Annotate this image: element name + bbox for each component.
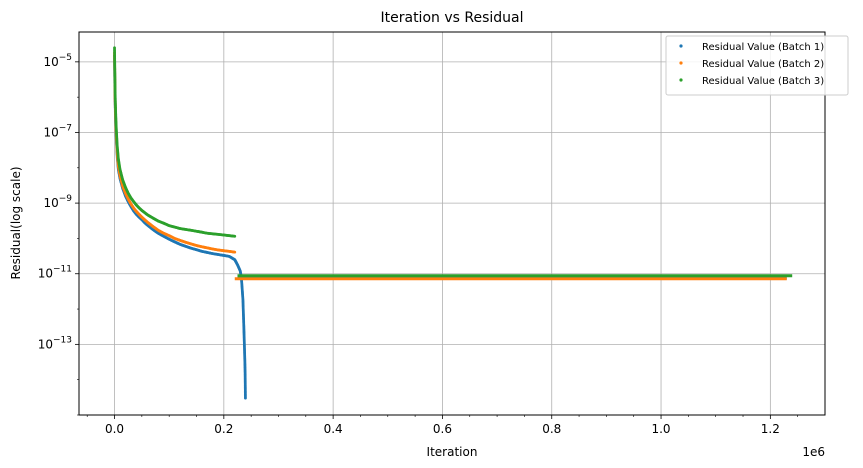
legend-label: Residual Value (Batch 2) [702, 59, 824, 70]
x-tick-label: 0.0 [105, 422, 124, 436]
plot-frame [78, 31, 826, 416]
data-point [244, 396, 247, 400]
y-axis-label: Residual(log scale) [9, 166, 23, 279]
grid-layer [79, 32, 825, 415]
x-tick-label: 0.6 [433, 422, 452, 436]
x-tick-label: 0.8 [542, 422, 561, 436]
y-tick-label: 10−5 [43, 53, 72, 69]
data-point [233, 234, 237, 238]
axis-layer: 0.0 0.2 0.4 0.6 0.8 1.0 1.2 10−5 10−7 10−9 10−11 10… [38, 53, 798, 436]
x-tick-label: 1.0 [651, 422, 670, 436]
legend: Residual Value (Batch 1) Residual Value (… [665, 35, 849, 96]
x-tick-label: 1.2 [761, 422, 780, 436]
x-axis-offset-label: 1e6 [802, 445, 825, 459]
chart-title: Iteration vs Residual [381, 10, 524, 26]
legend-label: Residual Value (Batch 1) [702, 42, 824, 53]
y-tick-label: 10−13 [38, 335, 72, 351]
y-tick-label: 10−11 [38, 265, 72, 281]
legend-label: Residual Value (Batch 3) [702, 76, 824, 87]
series-2 [113, 51, 787, 281]
legend-marker [679, 61, 683, 65]
x-tick-label: 0.2 [214, 422, 233, 436]
x-axis-label: Iteration [427, 445, 478, 459]
legend-box [665, 35, 849, 96]
y-tick-label: 10−9 [43, 194, 72, 210]
x-tick-label: 0.4 [324, 422, 343, 436]
data-point [233, 250, 237, 254]
data-layer [113, 46, 793, 400]
series-3 [113, 46, 793, 278]
y-tick-label: 10−7 [43, 123, 72, 139]
legend-marker [679, 78, 683, 82]
legend-marker [679, 44, 683, 48]
